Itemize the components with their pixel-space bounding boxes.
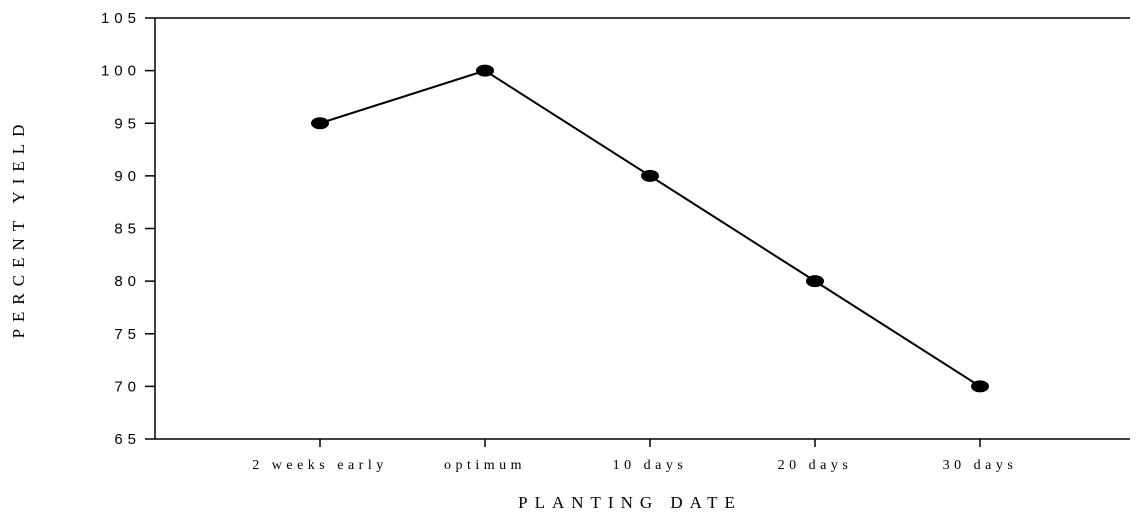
data-point	[476, 64, 494, 77]
y-tick-label: 105	[101, 10, 141, 27]
series-line	[319, 69, 981, 388]
y-tick-label: 100	[101, 63, 141, 80]
x-tick-label: 20 days	[778, 458, 853, 473]
y-tick-label: 95	[114, 115, 141, 132]
x-ticks: 2 weeks early optimum 10 days 20 days 30 day…	[252, 439, 1018, 473]
x-tick-label: 30 days	[943, 458, 1018, 473]
x-tick-label: 10 days	[613, 458, 688, 473]
data-point	[971, 380, 989, 393]
x-tick-label: optimum	[444, 458, 526, 473]
series-group	[311, 64, 989, 393]
data-point	[311, 117, 329, 130]
y-tick-label: 90	[114, 168, 141, 185]
axes	[154, 17, 1130, 440]
y-tick-label: 65	[114, 431, 141, 448]
y-tick-label: 75	[114, 326, 141, 343]
y-tick-label: 80	[114, 273, 141, 290]
data-point	[806, 275, 824, 288]
data-point	[641, 169, 659, 182]
y-ticks: 65 70 75 80 85 90 95 100 105	[101, 10, 155, 448]
y-tick-label: 85	[114, 221, 141, 238]
y-tick-label: 70	[114, 378, 141, 395]
y-axis-title: PERCENT YIELD	[9, 118, 28, 339]
x-axis-title: PLANTING DATE	[518, 493, 742, 512]
x-tick-label: 2 weeks early	[252, 458, 387, 473]
